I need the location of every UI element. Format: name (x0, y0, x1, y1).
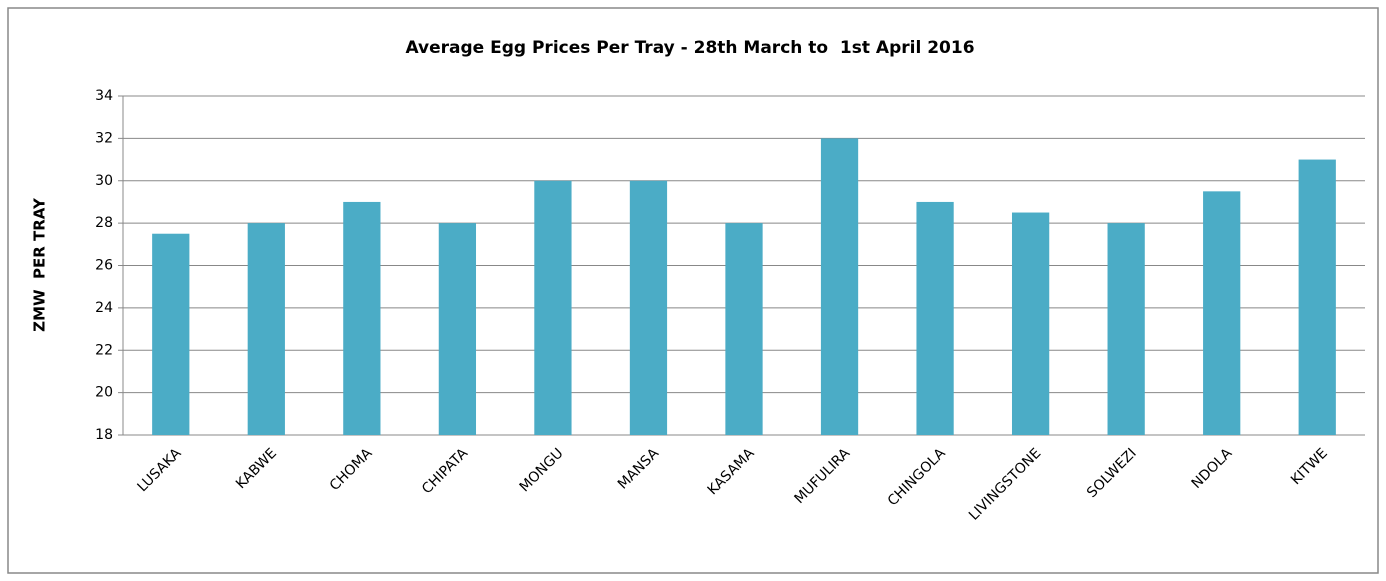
bar (629, 180, 668, 435)
y-tick-label: 18 (95, 427, 113, 443)
bar (247, 223, 285, 435)
bar (820, 138, 859, 435)
bar (1011, 212, 1050, 435)
bar (534, 180, 572, 435)
y-axis-label: ZMW PER TRAY (31, 197, 49, 332)
bar (1107, 223, 1145, 435)
y-tick-label: 34 (95, 88, 113, 104)
bar (725, 223, 763, 435)
y-tick-label: 28 (95, 215, 113, 231)
y-tick-label: 32 (95, 130, 113, 146)
y-tick-label: 20 (95, 385, 113, 401)
y-tick-label: 30 (95, 173, 113, 189)
bar (1203, 191, 1241, 435)
y-tick-label: 26 (95, 258, 113, 274)
y-tick-label: 22 (95, 342, 113, 358)
chart-title: Average Egg Prices Per Tray - 28th March… (405, 38, 974, 58)
bar (152, 233, 190, 435)
bar (1298, 159, 1336, 435)
bar (916, 201, 954, 435)
chart-frame (7, 7, 1379, 574)
y-tick-label: 24 (95, 300, 113, 316)
bar (438, 223, 477, 435)
bar (343, 201, 381, 435)
